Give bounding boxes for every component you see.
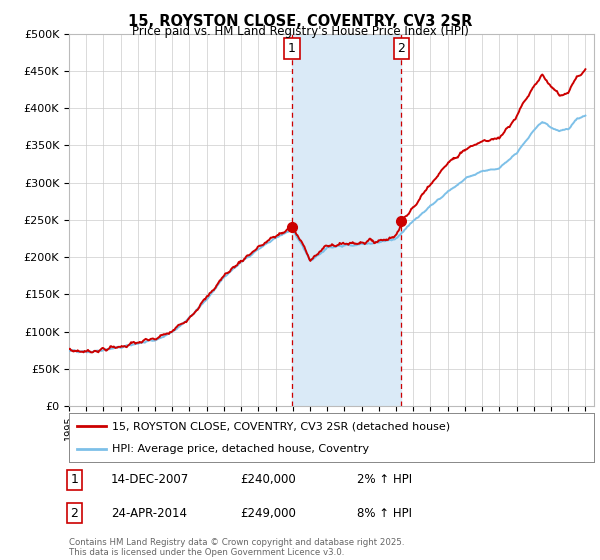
Text: 15, ROYSTON CLOSE, COVENTRY, CV3 2SR (detached house): 15, ROYSTON CLOSE, COVENTRY, CV3 2SR (de… bbox=[112, 421, 450, 431]
Text: 14-DEC-2007: 14-DEC-2007 bbox=[111, 473, 189, 486]
Text: £249,000: £249,000 bbox=[240, 507, 296, 520]
Text: 24-APR-2014: 24-APR-2014 bbox=[111, 507, 187, 520]
Text: 1: 1 bbox=[70, 473, 78, 486]
Text: 2: 2 bbox=[397, 42, 406, 55]
Text: 8% ↑ HPI: 8% ↑ HPI bbox=[357, 507, 412, 520]
Text: £240,000: £240,000 bbox=[240, 473, 296, 486]
Bar bbox=[292, 34, 401, 406]
Text: Contains HM Land Registry data © Crown copyright and database right 2025.
This d: Contains HM Land Registry data © Crown c… bbox=[69, 538, 404, 557]
Text: 15, ROYSTON CLOSE, COVENTRY, CV3 2SR: 15, ROYSTON CLOSE, COVENTRY, CV3 2SR bbox=[128, 14, 472, 29]
Text: 2% ↑ HPI: 2% ↑ HPI bbox=[357, 473, 412, 486]
Text: 1: 1 bbox=[288, 42, 296, 55]
Text: 2: 2 bbox=[70, 507, 78, 520]
Text: Price paid vs. HM Land Registry's House Price Index (HPI): Price paid vs. HM Land Registry's House … bbox=[131, 25, 469, 38]
Text: HPI: Average price, detached house, Coventry: HPI: Average price, detached house, Cove… bbox=[112, 444, 369, 454]
